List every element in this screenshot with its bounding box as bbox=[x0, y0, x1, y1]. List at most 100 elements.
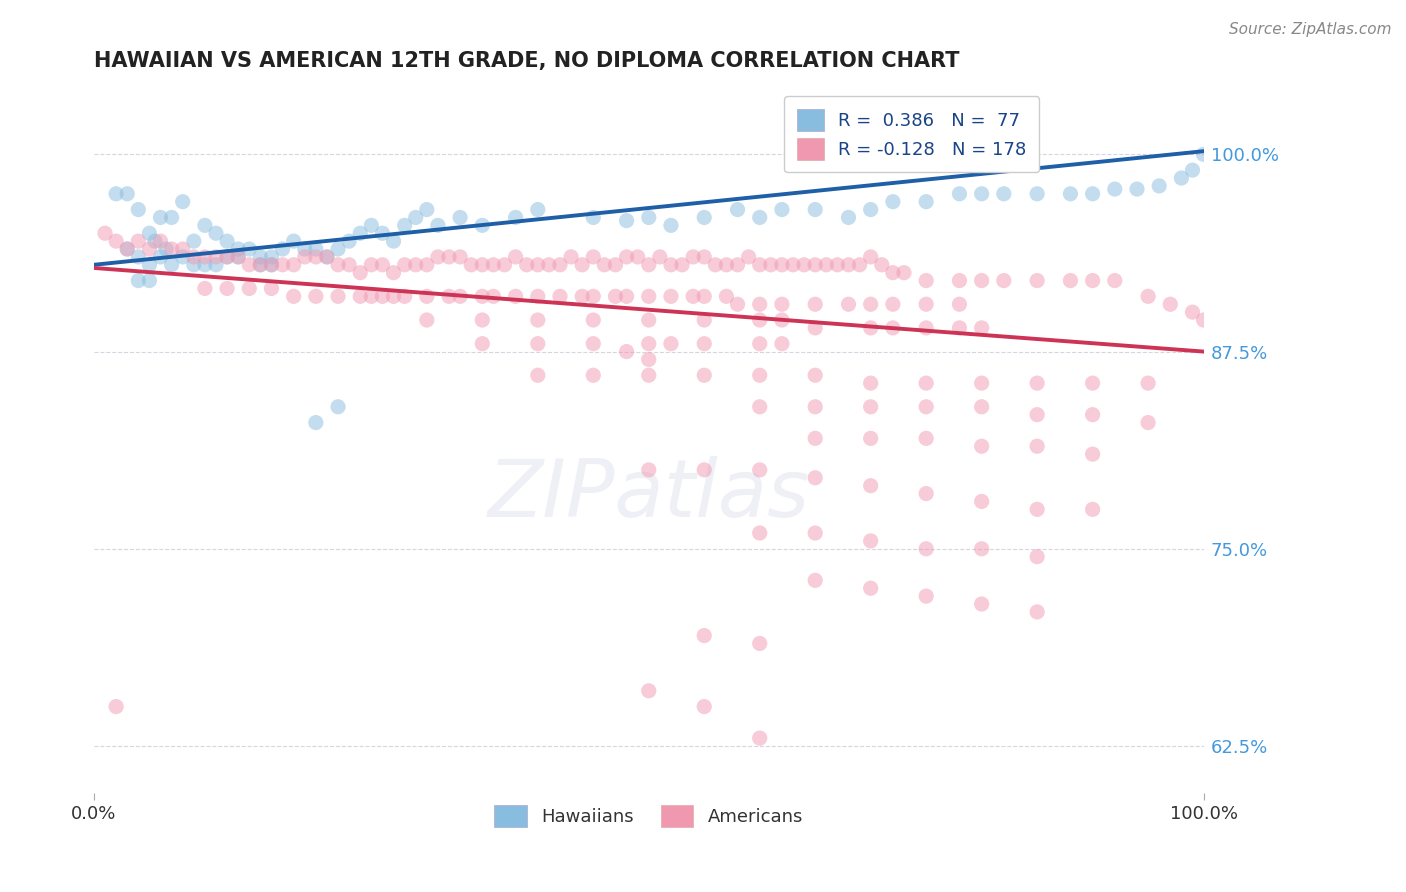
Point bbox=[505, 289, 527, 303]
Point bbox=[471, 258, 494, 272]
Point bbox=[382, 234, 405, 248]
Point bbox=[716, 258, 738, 272]
Point bbox=[105, 699, 128, 714]
Point bbox=[1059, 274, 1081, 288]
Point bbox=[238, 242, 260, 256]
Point bbox=[1026, 274, 1049, 288]
Point bbox=[183, 250, 205, 264]
Point bbox=[505, 211, 527, 225]
Point bbox=[637, 211, 659, 225]
Point bbox=[727, 202, 749, 217]
Point bbox=[105, 234, 128, 248]
Point bbox=[143, 234, 166, 248]
Point bbox=[1081, 502, 1104, 516]
Point bbox=[183, 258, 205, 272]
Point bbox=[915, 541, 938, 556]
Point bbox=[1081, 408, 1104, 422]
Point bbox=[605, 258, 627, 272]
Point bbox=[405, 258, 427, 272]
Point bbox=[217, 250, 239, 264]
Point bbox=[537, 258, 560, 272]
Point bbox=[882, 194, 904, 209]
Point bbox=[115, 242, 138, 256]
Point bbox=[637, 368, 659, 383]
Point bbox=[416, 202, 439, 217]
Point bbox=[172, 242, 194, 256]
Point bbox=[893, 266, 915, 280]
Point bbox=[759, 258, 782, 272]
Point bbox=[305, 242, 328, 256]
Point bbox=[1192, 147, 1215, 161]
Point bbox=[804, 258, 827, 272]
Point bbox=[155, 242, 177, 256]
Point bbox=[859, 321, 882, 335]
Point bbox=[804, 431, 827, 445]
Point bbox=[127, 234, 149, 248]
Point bbox=[1104, 274, 1126, 288]
Point bbox=[283, 234, 305, 248]
Point bbox=[482, 258, 505, 272]
Point bbox=[1147, 178, 1170, 193]
Point bbox=[915, 297, 938, 311]
Point bbox=[416, 289, 439, 303]
Point bbox=[804, 368, 827, 383]
Point bbox=[859, 478, 882, 492]
Point bbox=[371, 258, 394, 272]
Point bbox=[382, 289, 405, 303]
Point bbox=[616, 289, 638, 303]
Point bbox=[637, 352, 659, 367]
Point bbox=[970, 494, 993, 508]
Point bbox=[226, 242, 249, 256]
Point bbox=[349, 289, 371, 303]
Point bbox=[115, 242, 138, 256]
Point bbox=[260, 258, 283, 272]
Point bbox=[748, 258, 770, 272]
Point bbox=[1081, 447, 1104, 461]
Point bbox=[882, 321, 904, 335]
Point bbox=[394, 219, 416, 233]
Point bbox=[1170, 171, 1192, 186]
Point bbox=[693, 289, 716, 303]
Point bbox=[671, 258, 693, 272]
Point bbox=[305, 289, 328, 303]
Point bbox=[748, 463, 770, 477]
Point bbox=[915, 321, 938, 335]
Legend: Hawaiians, Americans: Hawaiians, Americans bbox=[486, 797, 810, 834]
Point bbox=[505, 250, 527, 264]
Point bbox=[294, 242, 316, 256]
Point bbox=[1126, 182, 1149, 196]
Point bbox=[249, 258, 271, 272]
Point bbox=[727, 297, 749, 311]
Point bbox=[770, 258, 793, 272]
Point bbox=[1104, 182, 1126, 196]
Point bbox=[970, 376, 993, 391]
Point bbox=[226, 250, 249, 264]
Point bbox=[360, 289, 382, 303]
Point bbox=[217, 281, 239, 295]
Point bbox=[316, 250, 339, 264]
Point bbox=[582, 368, 605, 383]
Text: ZIPatlas: ZIPatlas bbox=[488, 456, 810, 534]
Point bbox=[915, 589, 938, 603]
Point bbox=[1181, 305, 1204, 319]
Point bbox=[194, 250, 217, 264]
Point bbox=[526, 313, 548, 327]
Point bbox=[693, 699, 716, 714]
Point bbox=[593, 258, 616, 272]
Point bbox=[172, 250, 194, 264]
Point bbox=[582, 336, 605, 351]
Point bbox=[804, 471, 827, 485]
Point bbox=[793, 258, 815, 272]
Point bbox=[616, 213, 638, 227]
Point bbox=[637, 683, 659, 698]
Point bbox=[859, 400, 882, 414]
Point bbox=[948, 321, 970, 335]
Point bbox=[993, 274, 1015, 288]
Point bbox=[915, 194, 938, 209]
Point bbox=[659, 219, 682, 233]
Point bbox=[815, 258, 838, 272]
Point bbox=[283, 258, 305, 272]
Point bbox=[915, 400, 938, 414]
Point bbox=[837, 297, 859, 311]
Point bbox=[693, 368, 716, 383]
